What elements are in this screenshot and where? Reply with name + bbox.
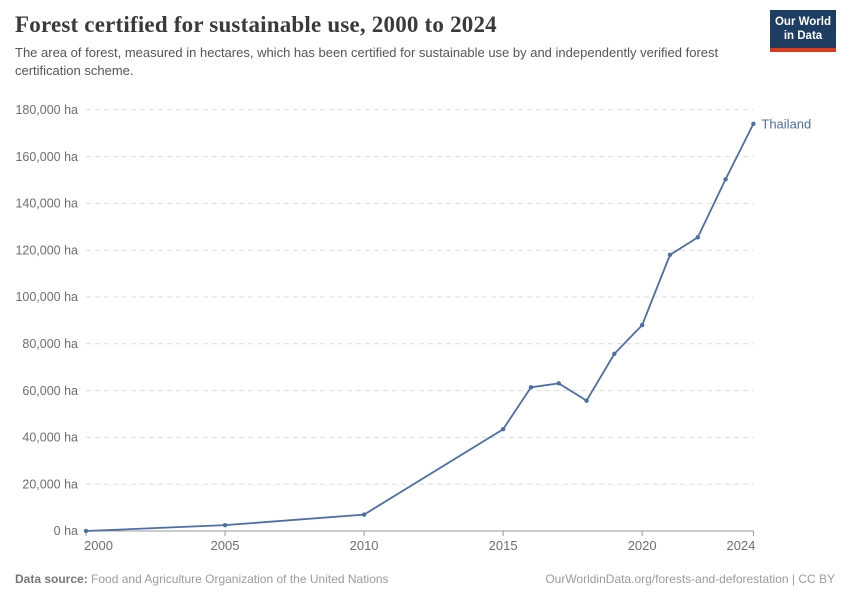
chart-header: Forest certified for sustainable use, 20… (0, 0, 850, 80)
x-axis-label: 2010 (350, 538, 379, 553)
y-axis-label: 120,000 ha (15, 243, 78, 257)
x-axis-label: 2000 (84, 538, 113, 553)
x-axis-label: 2020 (628, 538, 657, 553)
chart-subtitle: The area of forest, measured in hectares… (15, 45, 719, 78)
y-axis-label: 20,000 ha (22, 477, 78, 491)
data-point[interactable] (723, 177, 728, 182)
data-point[interactable] (695, 235, 700, 240)
data-source-value: Food and Agriculture Organization of the… (91, 572, 389, 586)
data-point[interactable] (83, 528, 89, 534)
data-point[interactable] (500, 427, 506, 432)
data-source: Data source: Food and Agriculture Organi… (15, 572, 389, 586)
data-point[interactable] (222, 522, 228, 528)
owid-logo-line1: Our World (774, 16, 831, 28)
owid-logo[interactable]: Our World in Data (770, 10, 836, 52)
y-axis-label: 140,000 ha (15, 197, 78, 211)
series-line (85, 122, 755, 532)
y-axis-label: 160,000 ha (15, 150, 78, 164)
series-label[interactable]: Thailand (761, 116, 811, 131)
chart-title: Forest certified for sustainable use, 20… (15, 12, 497, 37)
data-point[interactable] (584, 398, 589, 403)
y-axis-label: 40,000 ha (22, 431, 78, 445)
data-point[interactable] (751, 121, 756, 127)
y-axis-label: 80,000 ha (22, 337, 78, 351)
owid-logo-line2: in Data (783, 29, 823, 42)
x-axis-label: 2005 (211, 538, 240, 553)
y-axis-label: 60,000 ha (22, 384, 78, 398)
data-point[interactable] (667, 252, 673, 258)
data-point[interactable] (639, 322, 645, 328)
y-axis-label: 100,000 ha (15, 290, 78, 304)
x-axis-label: 2024 (726, 538, 755, 553)
data-point[interactable] (556, 381, 561, 386)
data-point[interactable] (612, 351, 617, 357)
data-point[interactable] (361, 512, 367, 517)
y-axis-label: 0 ha (54, 524, 78, 538)
chart-footer: Data source: Food and Agriculture Organi… (15, 572, 835, 586)
data-source-label: Data source: (15, 572, 88, 586)
attribution-link[interactable]: OurWorldinData.org/forests-and-deforesta… (545, 572, 835, 586)
y-axis-label: 180,000 ha (15, 103, 78, 117)
data-point[interactable] (528, 385, 534, 390)
x-axis-label: 2015 (489, 538, 518, 553)
